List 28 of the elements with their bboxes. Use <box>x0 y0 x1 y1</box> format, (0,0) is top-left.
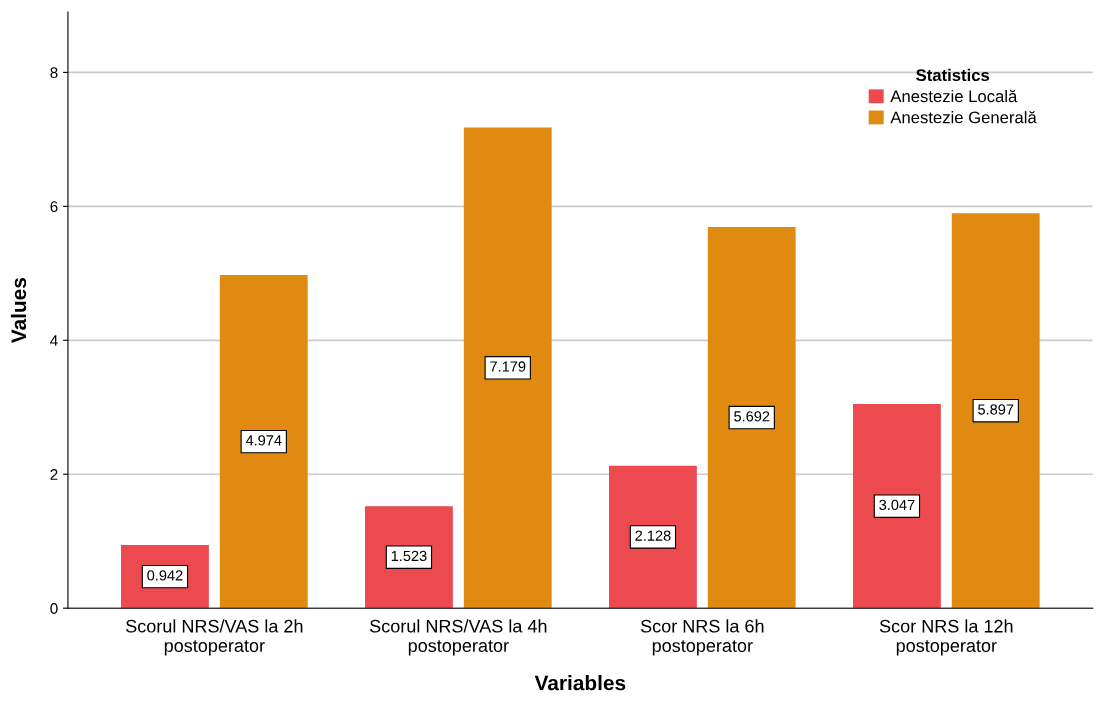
data-label: 1.523 <box>391 550 427 562</box>
x-tick-label: Scorul NRS/VAS la 4h postoperator <box>370 619 547 656</box>
x-tick-label: Scor NRS la 6h postoperator <box>640 619 764 656</box>
x-tick-label: Scor NRS la 12h postoperator <box>879 619 1013 656</box>
y-tick-label: 2 <box>50 469 58 480</box>
bar <box>219 275 308 609</box>
y-axis-title: Values <box>10 278 27 344</box>
data-label: 3.047 <box>879 499 915 511</box>
bar <box>951 213 1040 609</box>
bar <box>609 465 697 609</box>
y-tick-label: 6 <box>50 201 58 213</box>
legend-label: Anestezie Locală <box>890 89 1018 103</box>
data-label: 4.974 <box>245 435 282 446</box>
y-tick-label: 8 <box>50 67 58 79</box>
legend-label: Anestezie Generală <box>890 110 1037 124</box>
legend-title: Statistics <box>916 68 990 82</box>
y-tick-label: 0 <box>50 603 58 614</box>
data-label: 0.942 <box>147 570 183 581</box>
x-tick-label: Scorul NRS/VAS la 2h postoperator <box>126 619 303 656</box>
x-axis-title: Variables <box>534 675 626 691</box>
bar <box>852 404 941 609</box>
data-label: 5.692 <box>734 411 770 422</box>
bar <box>707 226 796 609</box>
data-label: 2.128 <box>635 530 671 541</box>
bar <box>463 127 552 609</box>
data-label: 7.179 <box>490 361 526 372</box>
y-tick-label: 4 <box>50 335 58 346</box>
data-label: 5.897 <box>978 404 1014 415</box>
